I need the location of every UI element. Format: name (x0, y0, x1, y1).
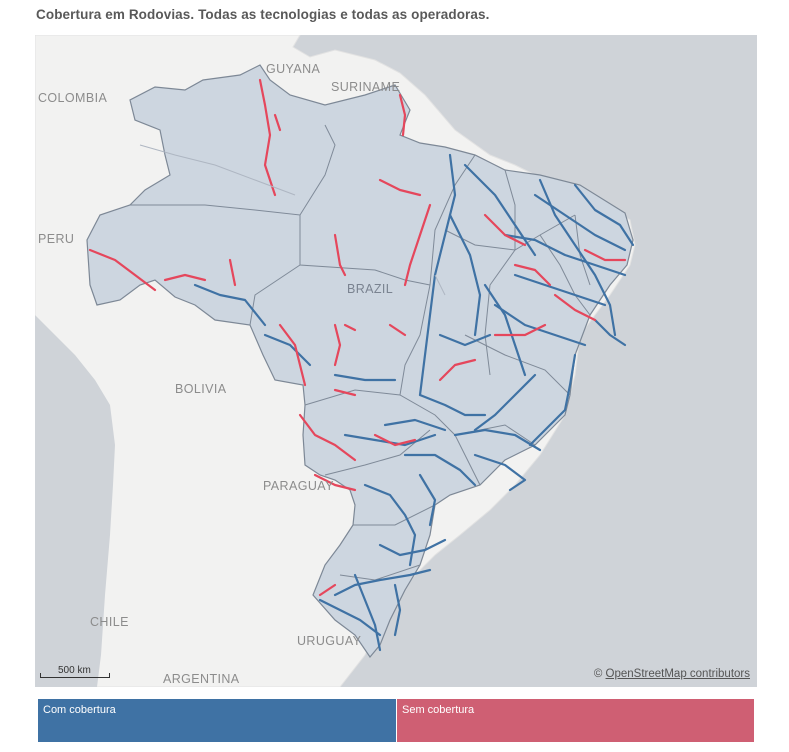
legend-without-coverage-label: Sem cobertura (402, 704, 475, 716)
brazil-shape (86, 64, 634, 658)
label-uruguay: URUGUAY (297, 634, 362, 648)
label-bolivia: BOLIVIA (175, 382, 227, 396)
pacific-ocean (35, 315, 115, 687)
map-container[interactable]: COLOMBIA GUYANA SURINAME PERU BRAZIL BOL… (35, 35, 757, 687)
legend-without-coverage[interactable]: Sem cobertura (396, 699, 754, 742)
label-chile: CHILE (90, 615, 129, 629)
label-peru: PERU (38, 232, 75, 246)
copyright-symbol: © (593, 668, 603, 680)
scale-bar: 500 km (40, 665, 110, 678)
label-guyana: GUYANA (266, 62, 321, 76)
label-brazil: BRAZIL (347, 282, 394, 296)
osm-attribution-link[interactable]: OpenStreetMap contributors (605, 668, 750, 680)
legend: Com cobertura Sem cobertura (38, 699, 754, 742)
label-paraguay: PARAGUAY (263, 479, 334, 493)
label-argentina: ARGENTINA (163, 672, 240, 686)
legend-with-coverage-label: Com cobertura (43, 704, 116, 716)
legend-with-coverage[interactable]: Com cobertura (38, 699, 396, 742)
roads-without-coverage (88, 78, 627, 597)
scale-bar-label: 500 km (58, 665, 91, 676)
state-borders (130, 124, 591, 581)
map-attribution: © OpenStreetMap contributors (594, 668, 750, 680)
chart-title: Cobertura em Rodovias. Todas as tecnolog… (36, 7, 490, 22)
label-suriname: SURINAME (331, 80, 401, 94)
map-svg[interactable] (35, 35, 757, 687)
rivers (139, 144, 446, 296)
scale-bar-line (40, 673, 110, 678)
label-colombia: COLOMBIA (38, 91, 108, 105)
